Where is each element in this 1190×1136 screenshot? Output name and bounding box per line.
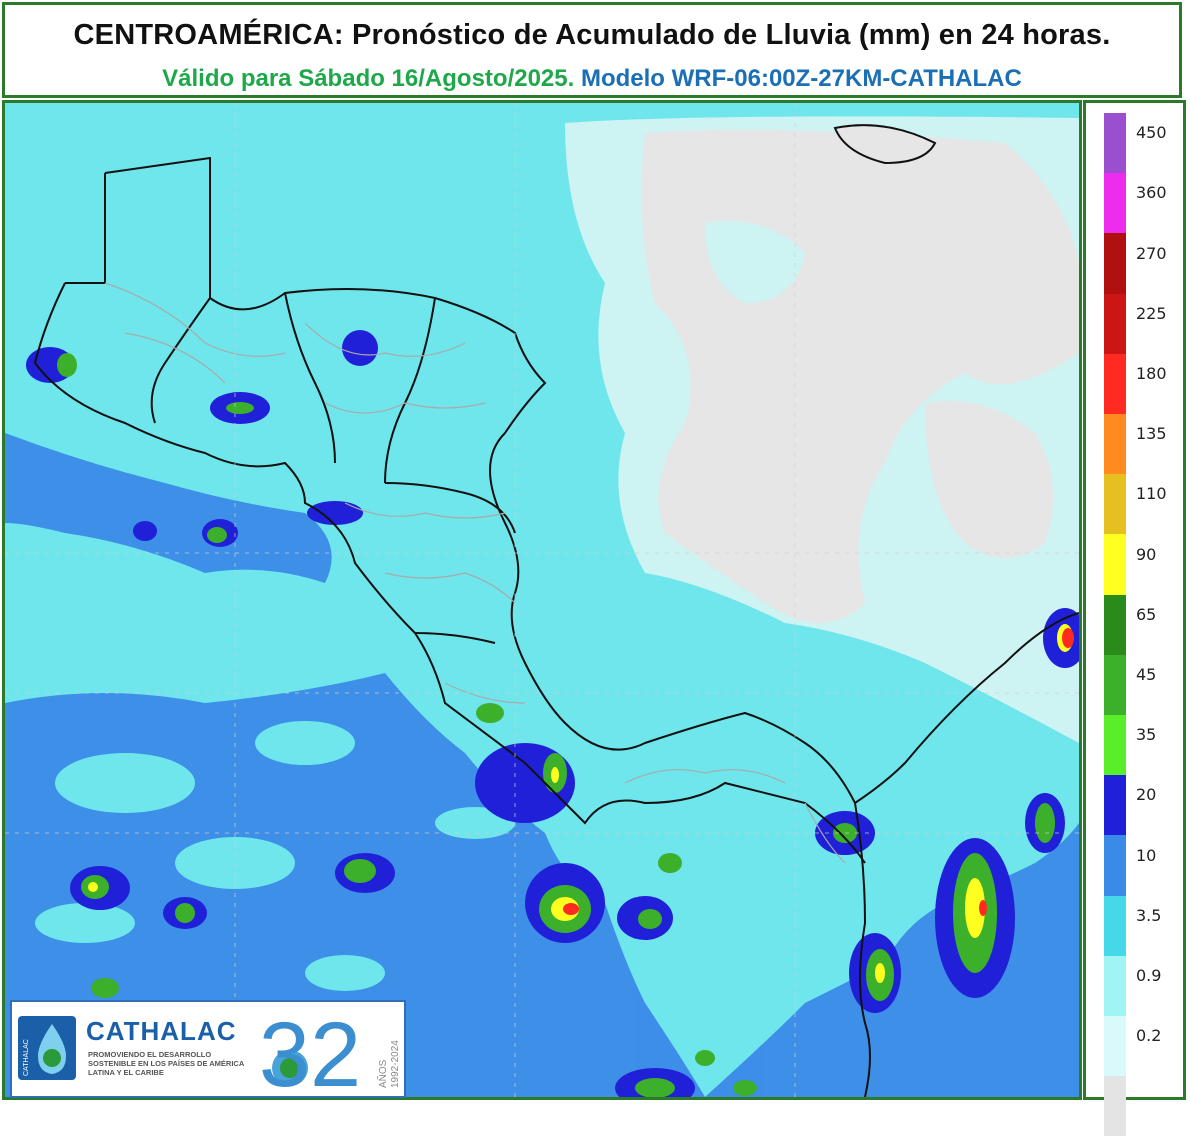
header-banner: CENTROAMÉRICA: Pronóstico de Acumulado d… [2, 2, 1182, 98]
legend-swatch [1104, 895, 1126, 956]
legend-tick-label: 20 [1136, 785, 1157, 805]
logo-tagline: PROMOVIENDO EL DESARROLLO SOSTENIBLE EN … [88, 1050, 244, 1077]
gray-area-caribbean [641, 129, 1079, 623]
legend-swatch [1104, 113, 1126, 174]
water-drop-icon: CATHALAC [18, 1016, 76, 1080]
legend-swatch [1104, 654, 1126, 715]
legend-tick-label: 360 [1136, 183, 1167, 203]
legend-swatch [1104, 293, 1126, 354]
legend-tick-label: 135 [1136, 424, 1167, 444]
legend-swatch [1104, 173, 1126, 234]
red-cells [563, 628, 1074, 916]
legend-tick-label: 90 [1136, 544, 1157, 564]
legend-swatch [1104, 594, 1126, 655]
validity-date: Válido para Sábado 16/Agosto/2025. [162, 65, 575, 92]
model-name: Modelo WRF-06:00Z-27KM-CATHALAC [580, 65, 1022, 92]
precipitation-legend: 450 360 270 225 180 135 110 90 65 45 35 20 10 3.5 0.9 0… [1083, 100, 1186, 1136]
map-title: CENTROAMÉRICA: Pronóstico de Acumulado d… [73, 19, 1111, 51]
legend-swatch [1104, 955, 1126, 1016]
legend-tick-label: 35 [1136, 725, 1157, 745]
legend-swatch [1104, 474, 1126, 535]
legend-tick-label: 225 [1136, 303, 1167, 323]
anniversary-number: 32 [259, 1006, 361, 1094]
jamaica-outline [833, 124, 937, 165]
internal-borders [104, 282, 846, 864]
legend-swatch [1104, 775, 1126, 836]
legend-swatch [1104, 715, 1126, 776]
anniversary-years: 1992-2024 [390, 1040, 401, 1088]
legend-tick-label: 65 [1136, 604, 1157, 624]
legend-swatch [1104, 1076, 1126, 1136]
legend-swatch [1104, 1016, 1126, 1077]
legend-tick-label: 45 [1136, 665, 1157, 684]
legend-tick-label: 10 [1136, 845, 1157, 865]
legend-swatch [1104, 353, 1126, 414]
country-borders [33, 156, 1079, 1097]
map-canvas [5, 103, 1079, 1097]
legend-tick-label: 450 [1136, 123, 1167, 143]
legend-swatch [1104, 835, 1126, 896]
legend-tick-label: 3.5 [1136, 905, 1162, 925]
legend-tick-label: 270 [1136, 243, 1167, 263]
logo-name: CATHALAC [86, 1016, 237, 1046]
logo-side-text: CATHALAC [23, 1039, 30, 1076]
anniversary-years-label: AÑOS [378, 1059, 389, 1088]
legend-tick-label: 0.2 [1136, 1026, 1162, 1046]
legend-swatch [1104, 414, 1126, 475]
cathalac-logo: CATHALAC CATHALAC PROMOVIENDO EL DESARRO… [10, 1000, 406, 1098]
map-subtitle: Válido para Sábado 16/Agosto/2025. Model… [5, 65, 1179, 93]
legend-tick-label: 0.9 [1136, 966, 1162, 985]
anniversary-digits: 32 [259, 1006, 361, 1094]
legend-swatch [1104, 534, 1126, 595]
precipitation-map [2, 100, 1082, 1100]
legend-tick-label: 180 [1136, 364, 1167, 383]
legend-swatch [1104, 233, 1126, 294]
legend-tick-label: 110 [1136, 484, 1167, 504]
